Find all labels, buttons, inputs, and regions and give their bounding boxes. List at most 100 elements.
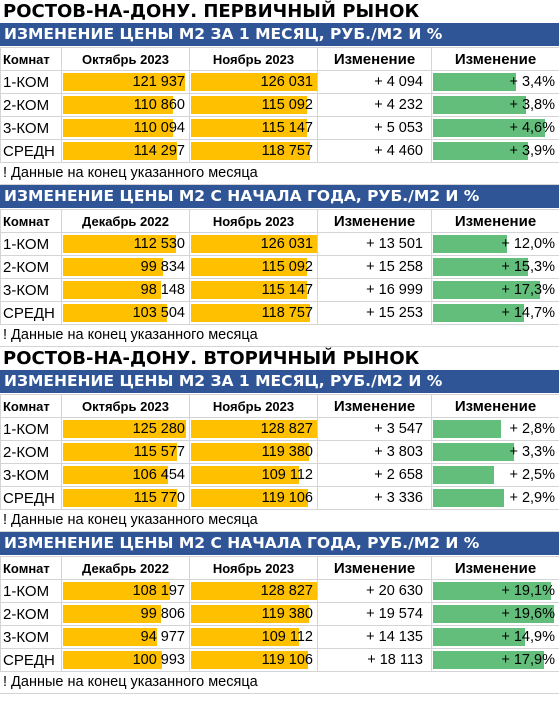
price-bar [191, 281, 307, 299]
change-abs-value: + 16 999 [366, 282, 423, 298]
change-pct-value: + 3,8% [509, 97, 555, 113]
change-abs-cell: + 15 253 [317, 301, 432, 325]
change-pct-bar [433, 119, 546, 137]
price-cell: 119 380 [189, 440, 318, 464]
change-pct-value: + 3,3% [509, 444, 555, 460]
price-value: 99 834 [140, 259, 185, 275]
change-pct-bar [433, 96, 526, 114]
price-cell: 115 770 [61, 486, 190, 510]
change-abs-value: + 5 053 [374, 120, 423, 136]
change-pct-cell: + 17,9% [431, 648, 559, 672]
price-cell: 128 827 [189, 417, 318, 441]
price-cell: 99 806 [61, 602, 190, 626]
price-bar [63, 489, 178, 507]
section-band: ИЗМЕНЕНИЕ ЦЕНЫ М2 С НАЧАЛА ГОДА, РУБ./М2… [0, 532, 559, 556]
price-value: 118 757 [261, 143, 313, 159]
price-cell: 121 937 [61, 70, 190, 94]
column-header: Комнат [0, 209, 62, 233]
price-bar [191, 628, 299, 646]
change-pct-bar [433, 605, 555, 623]
price-value: 94 977 [140, 629, 185, 645]
column-header: Декабрь 2022 [61, 556, 190, 580]
change-pct-value: + 17,9% [501, 652, 555, 668]
table-row: СРЕДН 114 297 118 757 + 4 460 + 3,9% [0, 139, 559, 163]
price-cell: 115 147 [189, 116, 318, 140]
price-bar [191, 258, 307, 276]
column-header: Ноябрь 2023 [189, 47, 318, 71]
change-abs-cell: + 18 113 [317, 648, 432, 672]
price-table: Комнат Октябрь 2023 Ноябрь 2023 Изменение Из… [0, 394, 559, 510]
column-header: Ноябрь 2023 [189, 209, 318, 233]
price-value: 126 031 [260, 236, 313, 252]
section-band: ИЗМЕНЕНИЕ ЦЕНЫ М2 ЗА 1 МЕСЯЦ, РУБ./М2 И … [0, 370, 559, 394]
change-abs-cell: + 3 803 [317, 440, 432, 464]
room-type: 2-КОМ [0, 93, 62, 117]
column-header: Изменение [317, 394, 432, 418]
table-row: СРЕДН 103 504 118 757 + 15 253 + 14,7% [0, 301, 559, 325]
price-cell: 94 977 [61, 625, 190, 649]
column-header: Ноябрь 2023 [189, 556, 318, 580]
room-type: 2-КОМ [0, 440, 62, 464]
change-pct-value: + 3,4% [509, 74, 555, 90]
room-type: 1-КОМ [0, 579, 62, 603]
price-cell: 115 092 [189, 93, 318, 117]
change-pct-bar [433, 235, 508, 253]
price-bar [191, 443, 310, 461]
price-bar [191, 582, 317, 600]
change-abs-cell: + 20 630 [317, 579, 432, 603]
price-cell: 118 757 [189, 139, 318, 163]
change-pct-cell: + 15,3% [431, 255, 559, 279]
price-cell: 109 112 [189, 625, 318, 649]
price-bar [63, 420, 187, 438]
room-type: СРЕДН [0, 301, 62, 325]
column-header: Изменение [431, 47, 559, 71]
room-type: СРЕДН [0, 139, 62, 163]
change-abs-cell: + 19 574 [317, 602, 432, 626]
price-bar [63, 582, 170, 600]
market-title: РОСТОВ-НА-ДОНУ. ВТОРИЧНЫЙ РЫНОК [3, 348, 420, 369]
price-value: 115 770 [133, 490, 185, 506]
price-cell: 103 504 [61, 301, 190, 325]
change-pct-cell: + 3,8% [431, 93, 559, 117]
header-row: Комнат Октябрь 2023 Ноябрь 2023 Изменение Из… [0, 394, 559, 418]
header-row: Комнат Октябрь 2023 Ноябрь 2023 Изменение Из… [0, 47, 559, 71]
table-row: 3-КОМ 110 094 115 147 + 5 053 + 4,6% [0, 116, 559, 140]
price-cell: 128 827 [189, 579, 318, 603]
price-bar [63, 281, 161, 299]
price-cell: 98 148 [61, 278, 190, 302]
change-pct-bar [433, 443, 514, 461]
price-bar [191, 466, 299, 484]
table-row: 3-КОМ 94 977 109 112 + 14 135 + 14,9% [0, 625, 559, 649]
price-value: 115 092 [261, 97, 313, 113]
price-cell: 119 106 [189, 648, 318, 672]
change-abs-cell: + 4 232 [317, 93, 432, 117]
change-abs-value: + 3 547 [374, 421, 423, 437]
column-header: Комнат [0, 47, 62, 71]
price-value: 118 757 [261, 305, 313, 321]
price-bar [191, 119, 307, 137]
change-pct-cell: + 14,7% [431, 301, 559, 325]
change-pct-cell: + 17,3% [431, 278, 559, 302]
price-cell: 114 297 [61, 139, 190, 163]
price-table: Комнат Октябрь 2023 Ноябрь 2023 Изменение Из… [0, 47, 559, 163]
price-bar [191, 420, 317, 438]
price-cell: 112 530 [61, 232, 190, 256]
price-value: 99 806 [140, 606, 185, 622]
table-row: 2-КОМ 99 834 115 092 + 15 258 + 15,3% [0, 255, 559, 279]
change-pct-cell: + 14,9% [431, 625, 559, 649]
change-pct-bar [433, 420, 502, 438]
price-value: 112 530 [133, 236, 185, 252]
price-cell: 118 757 [189, 301, 318, 325]
room-type: 3-КОМ [0, 625, 62, 649]
price-bar [63, 466, 169, 484]
table-row: 1-КОМ 108 197 128 827 + 20 630 + 19,1% [0, 579, 559, 603]
table-row: СРЕДН 100 993 119 106 + 18 113 + 17,9% [0, 648, 559, 672]
price-table: Комнат Декабрь 2022 Ноябрь 2023 Изменение Из… [0, 556, 559, 672]
change-pct-value: + 2,5% [509, 467, 555, 483]
change-abs-value: + 2 658 [374, 467, 423, 483]
table-row: 1-КОМ 121 937 126 031 + 4 094 + 3,4% [0, 70, 559, 94]
price-bar [191, 651, 309, 669]
price-value: 119 106 [261, 490, 313, 506]
room-type: 1-КОМ [0, 232, 62, 256]
table-row: 1-КОМ 112 530 126 031 + 13 501 + 12,0% [0, 232, 559, 256]
